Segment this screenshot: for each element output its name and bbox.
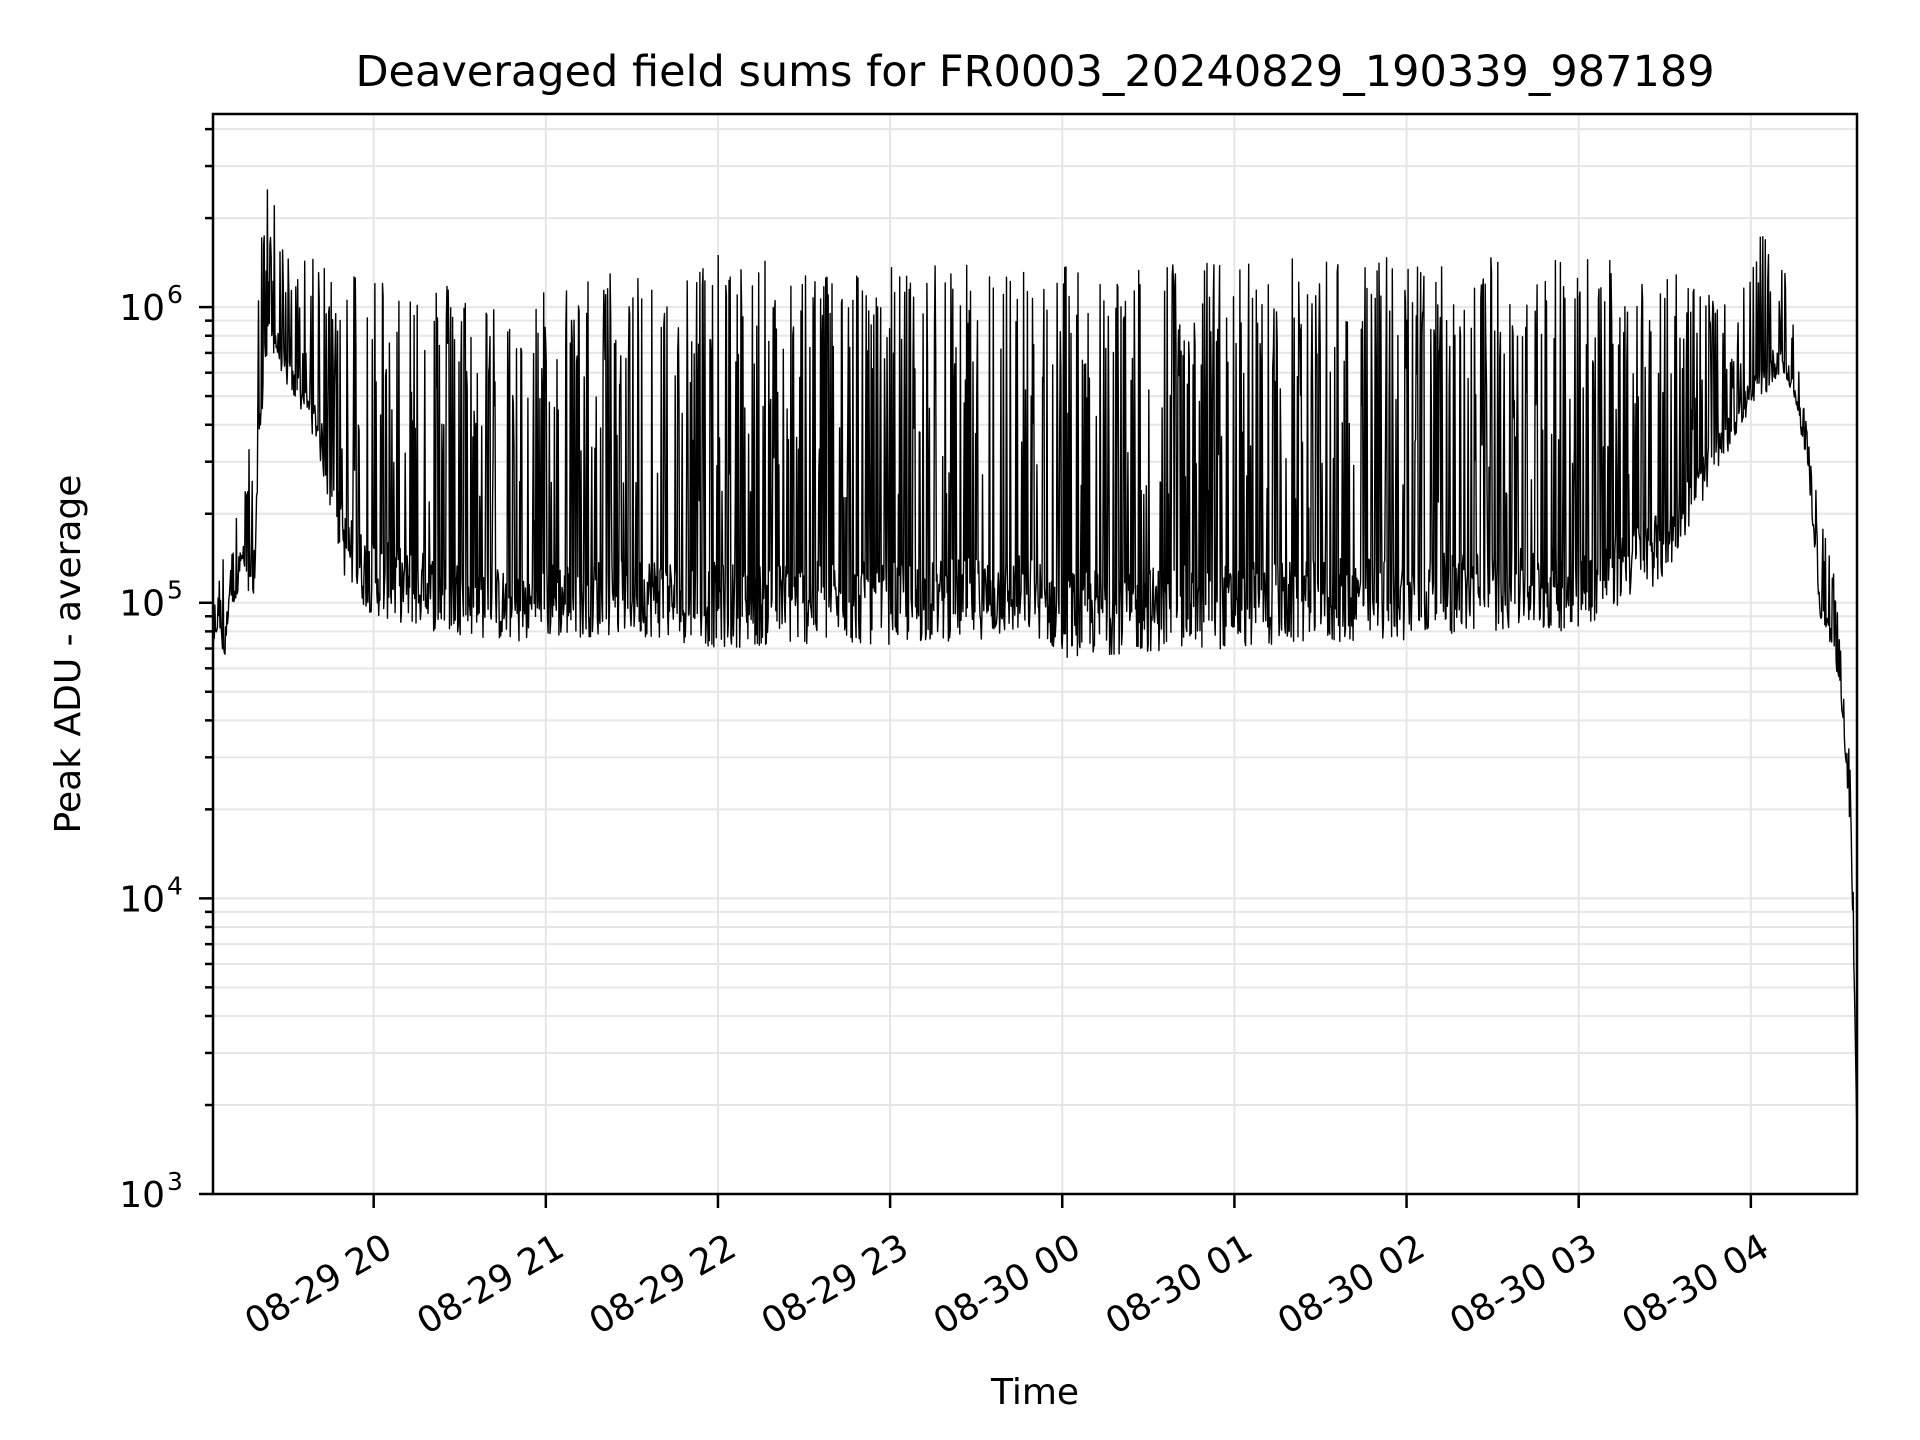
series-line [212,189,1858,1137]
x-tick-label: 08-30 04 [1615,1226,1776,1342]
x-tick-label: 08-30 00 [927,1226,1088,1342]
plot-frame [211,112,1859,1196]
x-axis: 08-29 20 08-29 21 08-29 22 08-29 23 08-30 00… [238,1194,1776,1343]
y-tick-exponent: 4 [167,871,183,900]
y-tick-base: 10 [119,1175,165,1216]
y-tick-label: 10 4 [119,871,183,920]
x-tick-label: 08-29 22 [583,1226,744,1342]
y-tick-label: 10 6 [119,280,183,329]
x-tick-label: 08-30 02 [1271,1226,1432,1342]
chart-title: Deaveraged field sums for FR0003_2024082… [355,47,1714,97]
y-tick-base: 10 [119,288,165,329]
x-tick-label: 08-29 23 [755,1226,916,1342]
y-tick-label: 10 3 [119,1167,183,1216]
y-tick-base: 10 [119,584,165,625]
y-tick-exponent: 6 [167,280,183,309]
y-tick-exponent: 5 [167,576,183,605]
x-tick-label: 08-30 01 [1099,1226,1260,1342]
x-tick-label: 08-29 20 [238,1226,399,1342]
y-tick-exponent: 3 [167,1167,183,1196]
x-axis-label: Time [990,1372,1079,1413]
x-tick-label: 08-30 03 [1443,1226,1604,1342]
y-axis-label: Peak ADU - average [48,475,89,834]
y-tick-base: 10 [119,879,165,920]
y-tick-label: 10 5 [119,576,183,625]
x-tick-label: 08-29 21 [410,1226,571,1342]
